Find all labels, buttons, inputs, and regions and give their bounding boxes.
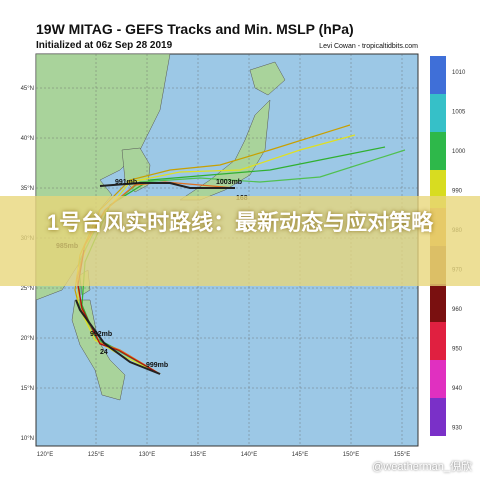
colorbar-label: 930 [452,426,463,432]
colorbar-label: 990 [452,189,463,195]
lon-label: 155°E [394,452,410,458]
lon-label: 120°E [37,452,53,458]
track-label: 992mb [90,331,112,338]
lon-label: 125°E [88,452,104,458]
track-label: 999mb [146,362,168,369]
banner [0,196,480,286]
lon-label: 150°E [343,452,359,458]
headline: 1号台风实时路线：最新动态与应对策略 [46,210,434,235]
lon-label: 145°E [292,452,308,458]
track-label: 991mb [115,179,137,186]
lat-label: 40°N [21,136,34,142]
lon-label: 140°E [241,452,257,458]
lon-label: 135°E [190,452,206,458]
lat-label: 20°N [21,336,34,342]
colorbar-label: 940 [452,386,463,392]
credit: Levi Cowan - tropicaltidbits.com [319,43,418,50]
lat-label: 45°N [21,86,34,92]
colorbar-label: 1010 [452,70,466,76]
colorbar-label: 960 [452,307,463,313]
lat-label: 25°N [21,286,34,292]
colorbar-label: 950 [452,347,463,353]
lat-label: 10°N [21,436,34,442]
lat-label: 15°N [21,386,34,392]
title: 19W MITAG - GEFS Tracks and Min. MSLP (h… [36,21,354,37]
lat-label: 35°N [21,186,34,192]
subtitle: Initialized at 06z Sep 28 2019 [36,40,173,51]
colorbar-label: 1005 [452,110,466,116]
lon-label: 130°E [139,452,155,458]
colorbar-label: 1000 [452,149,466,155]
track-label: 1003mb [216,179,242,186]
watermark: @weatherman_倪欣 [372,461,472,473]
track-label: 24 [100,349,108,356]
